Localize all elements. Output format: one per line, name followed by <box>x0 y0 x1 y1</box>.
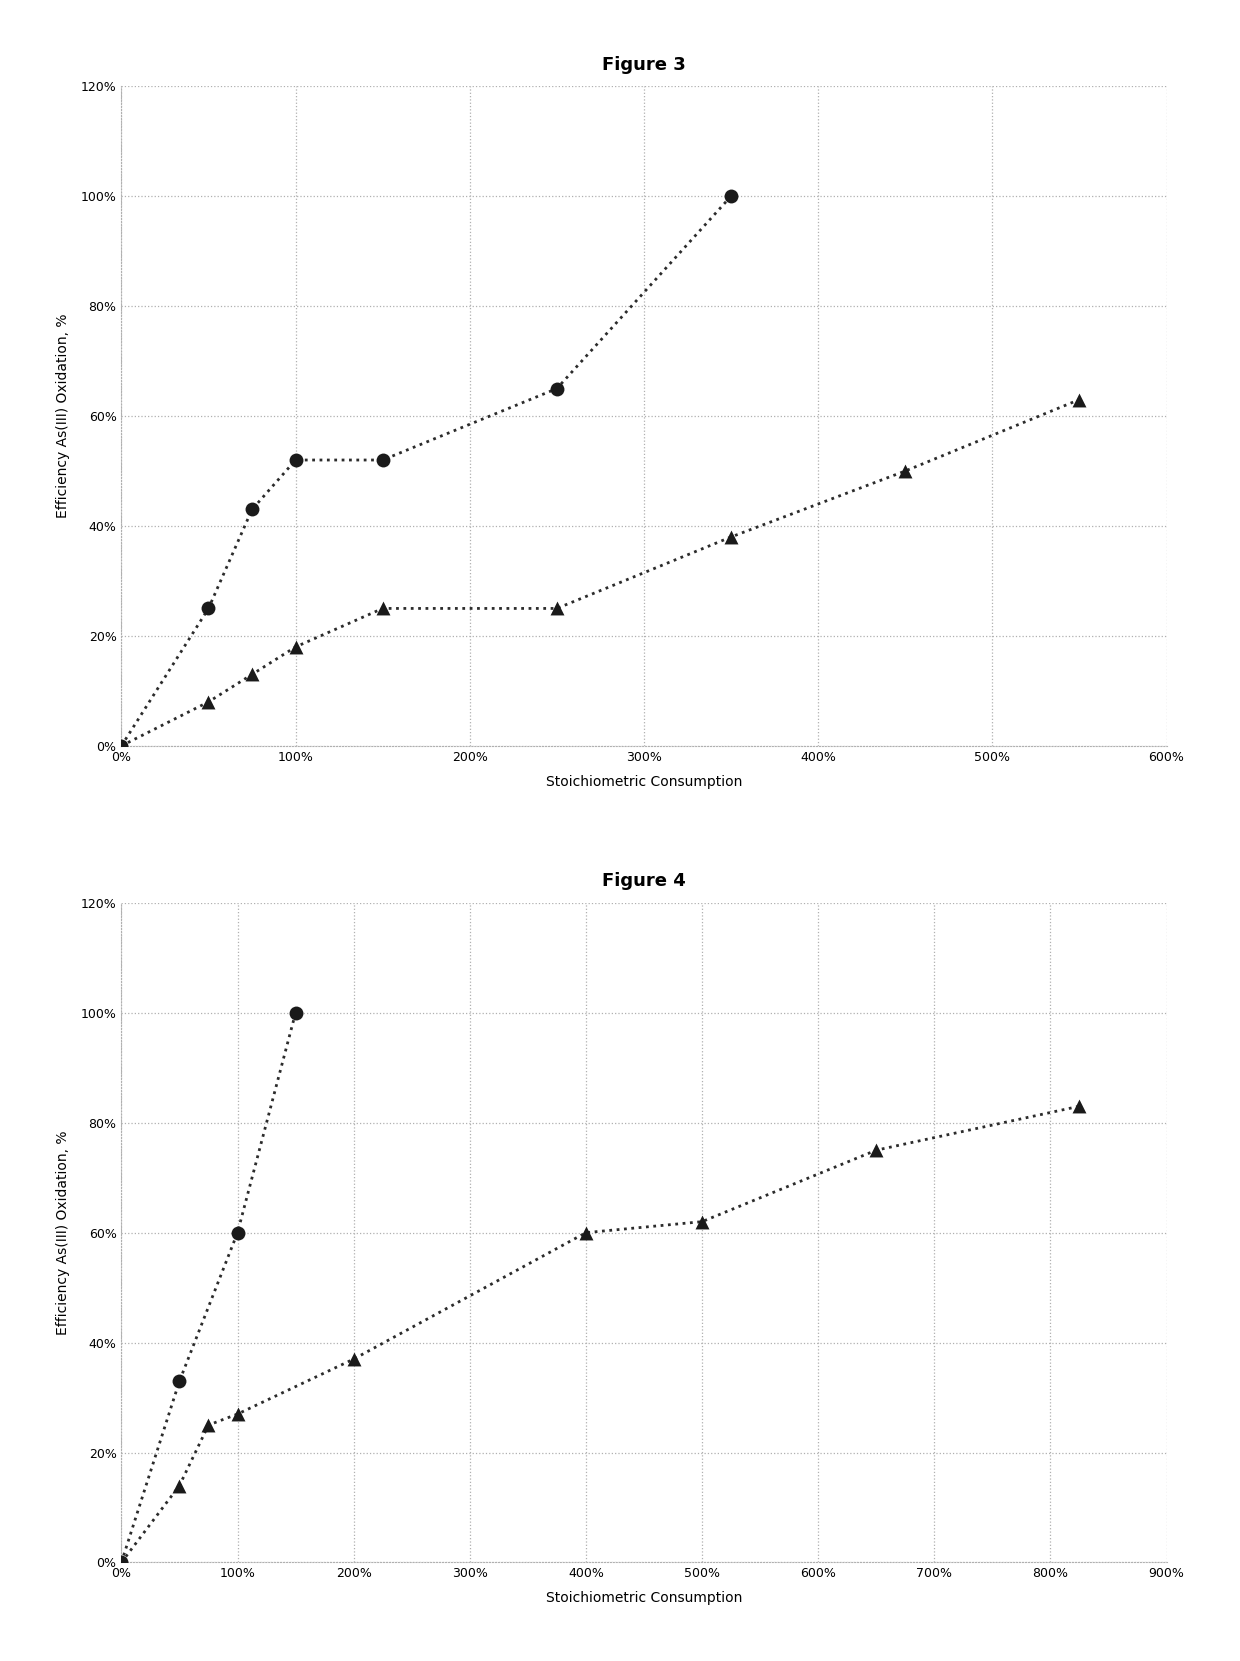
Point <box>198 595 218 621</box>
Title: Figure 3: Figure 3 <box>603 55 686 73</box>
Point <box>1069 387 1089 414</box>
Point <box>692 1208 712 1234</box>
Point <box>228 1219 248 1246</box>
Point <box>198 689 218 716</box>
Point <box>170 1367 190 1394</box>
Point <box>722 183 742 209</box>
Point <box>547 595 567 621</box>
Point <box>547 375 567 402</box>
Y-axis label: Efficiency As(III) Oxidation, %: Efficiency As(III) Oxidation, % <box>56 314 69 518</box>
Point <box>373 595 393 621</box>
Point <box>242 497 262 523</box>
Point <box>112 1550 131 1576</box>
Point <box>1069 1093 1089 1120</box>
Point <box>895 458 915 485</box>
Point <box>575 1219 595 1246</box>
Point <box>170 1472 190 1498</box>
Title: Figure 4: Figure 4 <box>603 872 686 890</box>
X-axis label: Stoichiometric Consumption: Stoichiometric Consumption <box>546 1591 743 1606</box>
X-axis label: Stoichiometric Consumption: Stoichiometric Consumption <box>546 774 743 789</box>
Point <box>373 447 393 473</box>
Point <box>867 1136 887 1163</box>
Point <box>343 1345 363 1372</box>
Point <box>112 1550 131 1576</box>
Point <box>198 1412 218 1438</box>
Point <box>112 733 131 759</box>
Point <box>722 523 742 550</box>
Point <box>285 1000 305 1026</box>
Point <box>285 447 305 473</box>
Point <box>285 633 305 659</box>
Point <box>228 1400 248 1427</box>
Point <box>242 661 262 688</box>
Point <box>112 733 131 759</box>
Y-axis label: Efficiency As(III) Oxidation, %: Efficiency As(III) Oxidation, % <box>56 1131 69 1335</box>
